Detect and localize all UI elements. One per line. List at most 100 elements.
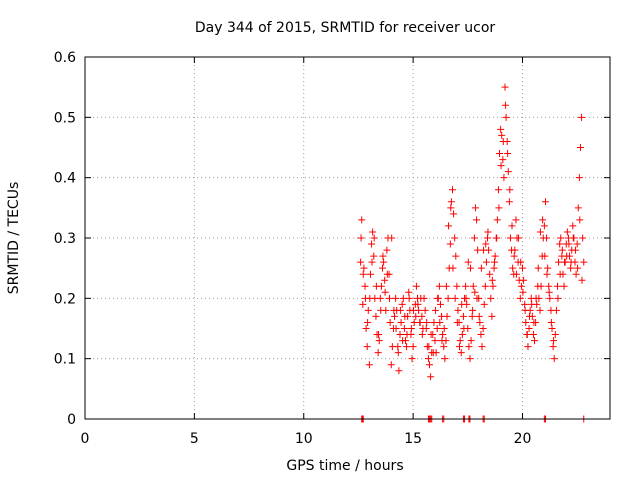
data-point <box>539 216 547 224</box>
data-point <box>541 252 549 260</box>
data-point <box>358 216 366 224</box>
data-point <box>444 294 452 302</box>
data-point <box>531 337 539 345</box>
data-point <box>462 294 470 302</box>
data-point <box>450 210 458 218</box>
data-point <box>496 150 504 158</box>
data-point <box>532 294 540 302</box>
data-point <box>505 198 513 206</box>
data-point <box>578 113 586 121</box>
data-point <box>543 234 551 242</box>
data-point <box>396 306 404 314</box>
data-point <box>481 282 489 290</box>
data-point <box>522 318 530 326</box>
data-point <box>388 234 396 242</box>
data-point <box>479 325 487 332</box>
data-point <box>405 294 413 302</box>
data-point <box>399 294 407 302</box>
data-point <box>431 306 439 314</box>
data-point <box>517 258 525 266</box>
data-point <box>392 294 400 302</box>
data-point <box>451 294 459 302</box>
data-point <box>489 282 497 290</box>
data-point <box>429 349 437 357</box>
data-point <box>561 258 568 266</box>
data-point <box>497 125 505 133</box>
data-point <box>551 331 559 339</box>
x-tick-label: 20 <box>514 431 532 447</box>
data-point <box>370 252 378 260</box>
data-point <box>452 252 460 260</box>
data-point <box>456 343 463 351</box>
data-point <box>460 325 468 332</box>
data-point <box>471 204 479 212</box>
data-point <box>361 282 369 290</box>
data-point <box>541 198 549 206</box>
data-point <box>468 312 476 320</box>
data-point <box>364 306 372 314</box>
data-point <box>536 306 544 314</box>
data-point <box>425 343 433 351</box>
data-point <box>369 228 377 236</box>
data-point <box>574 264 582 272</box>
data-point <box>451 234 459 242</box>
data-point <box>523 331 531 339</box>
data-point <box>554 294 562 302</box>
data-point <box>471 288 479 296</box>
data-point <box>504 168 512 176</box>
data-point <box>409 343 417 351</box>
x-tick-label: 0 <box>81 431 90 447</box>
data-point <box>579 234 587 242</box>
data-point <box>499 156 507 164</box>
data-point <box>567 258 575 266</box>
data-point <box>529 331 537 339</box>
data-point <box>453 282 461 290</box>
data-point <box>544 264 552 272</box>
data-point <box>401 312 409 320</box>
data-point <box>454 306 462 314</box>
x-axis-label: GPS time / hours <box>286 458 403 474</box>
data-point <box>560 282 568 290</box>
data-point <box>443 312 451 320</box>
data-point <box>368 240 376 248</box>
data-point <box>578 276 586 284</box>
data-point <box>457 349 465 357</box>
data-point <box>519 264 526 272</box>
data-point <box>506 186 514 194</box>
data-point <box>395 367 403 375</box>
data-point <box>420 294 428 302</box>
data-point <box>375 331 383 339</box>
data-point <box>396 331 404 339</box>
data-point <box>436 318 444 326</box>
data-point <box>549 343 557 351</box>
data-point <box>381 288 389 296</box>
data-point <box>478 343 486 351</box>
data-point <box>546 294 554 302</box>
data-point <box>436 300 444 308</box>
data-point <box>427 373 435 381</box>
data-point <box>459 312 467 320</box>
data-point <box>508 222 516 230</box>
chart-title: Day 344 of 2015, SRMTID for receiver uco… <box>195 20 496 36</box>
data-point <box>410 306 418 314</box>
data-point <box>480 300 488 308</box>
data-point <box>545 282 553 290</box>
y-tick-label: 0.5 <box>54 110 76 126</box>
x-tick-label: 10 <box>295 431 313 447</box>
data-point <box>458 300 466 308</box>
data-point <box>403 343 411 351</box>
data-point <box>418 312 426 320</box>
data-point <box>556 270 564 278</box>
data-point <box>536 228 544 236</box>
data-point <box>474 246 482 254</box>
data-point <box>569 234 577 242</box>
data-point <box>386 318 394 326</box>
data-point <box>554 282 561 290</box>
data-point <box>558 246 566 254</box>
data-point <box>565 240 573 248</box>
data-point <box>487 294 495 302</box>
data-point <box>573 240 581 248</box>
data-point <box>421 306 429 314</box>
data-points <box>357 83 588 423</box>
data-point <box>502 113 510 121</box>
